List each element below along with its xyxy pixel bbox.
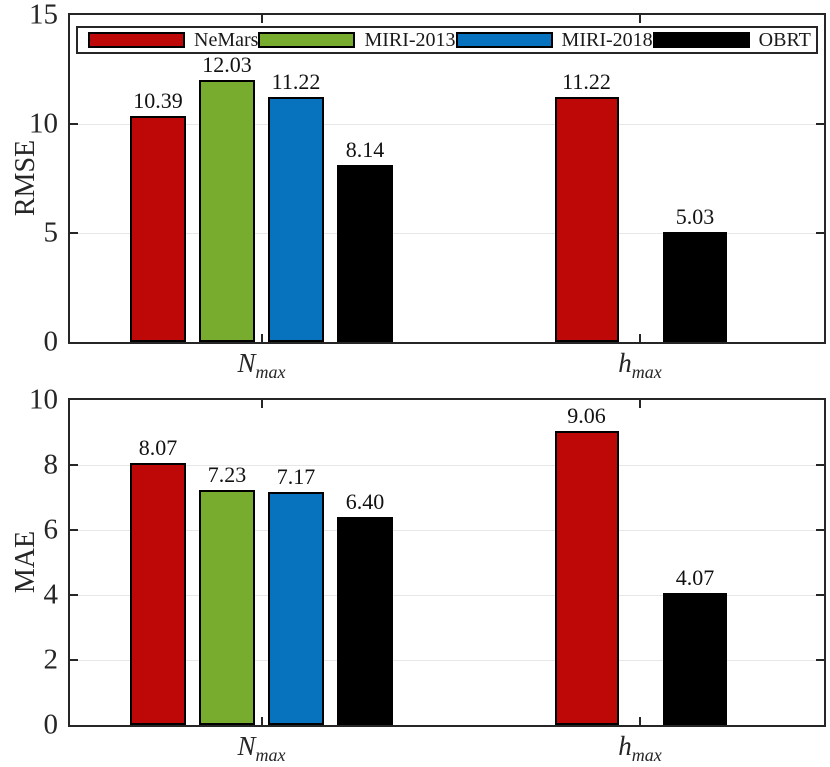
bar-nemars-hmax [554, 97, 619, 342]
legend-label: OBRT [758, 29, 811, 51]
legend-item-miri-2013: MIRI-2013 [258, 29, 456, 51]
category-base: N [237, 731, 256, 761]
y-tick-label-5: 5 [43, 216, 59, 249]
bar-value-label: 9.06 [567, 402, 606, 428]
gridline-y6 [70, 529, 824, 531]
y-tick-label-10: 10 [29, 107, 58, 140]
x-tick-mark-hmax [639, 334, 641, 342]
bar-obrt-hmax [663, 592, 727, 725]
bar-value-label: 12.03 [202, 51, 252, 77]
category-subscript: max [255, 362, 286, 382]
legend: NeMars MIRI-2013 MIRI-2018 OBRT [76, 26, 818, 54]
bar-miri-2013-nmax [199, 490, 255, 725]
y-tick-label-0: 0 [43, 708, 59, 741]
bar-value-label: 5.03 [675, 204, 715, 230]
x-tick-mark-Nmax [260, 717, 263, 725]
bar-value-label: 8.14 [345, 136, 385, 162]
x-tick-mark-hmax [639, 15, 641, 23]
mae-plot-area: 8.07 7.23 7.17 6.40 9.06 4.07 [68, 398, 826, 727]
y-tick-mark-10 [70, 123, 78, 125]
legend-label: MIRI-2018 [561, 29, 653, 51]
x-category-label-h-max: hmax [618, 731, 662, 765]
y-tick-label-6: 6 [43, 513, 59, 546]
bar-value-label: 8.07 [138, 434, 178, 460]
y-tick-mark-6 [816, 529, 824, 531]
y-tick-label-0: 0 [43, 325, 59, 358]
bar-value-label: 7.23 [207, 462, 247, 488]
bar-value-label: 11.22 [562, 69, 611, 95]
y-tick-mark-2 [816, 659, 824, 661]
legend-label: NeMars [194, 29, 259, 51]
x-tick-mark-hmax [639, 400, 641, 408]
y-axis-label-rmse: RMSE [10, 139, 41, 217]
y-tick-mark-5 [816, 232, 824, 234]
bar-obrt-hmax [663, 232, 727, 342]
bar-value-label: 6.40 [345, 489, 385, 514]
y-tick-label-8: 8 [43, 448, 59, 481]
bar-value-label: 7.17 [276, 463, 316, 489]
bar-value-label: 10.39 [133, 87, 183, 113]
bar-nemars-nmax [130, 115, 186, 342]
y-tick-label-10: 10 [29, 383, 58, 416]
legend-item-nemars: NeMars [88, 30, 258, 50]
legend-swatch-nemars [88, 32, 185, 48]
bar-obrt-nmax [337, 517, 393, 725]
y-tick-mark-6 [70, 529, 78, 531]
bar-miri-2018-nmax [268, 491, 324, 725]
bar-obrt-nmax [337, 164, 393, 342]
y-tick-label-4: 4 [43, 578, 59, 611]
category-subscript: max [631, 362, 662, 382]
x-tick-mark-hmax [639, 717, 641, 725]
bar-nemars-nmax [130, 462, 186, 725]
bar-value-label: 11.22 [271, 69, 321, 95]
gridline-y2 [70, 659, 824, 661]
gridline-y5 [70, 232, 824, 234]
gridline-y10 [70, 123, 824, 125]
legend-swatch-obrt [652, 32, 750, 48]
bar-nemars-hmax [554, 430, 619, 725]
gridline-y8 [70, 464, 824, 466]
x-category-label-n-max: Nmax [237, 348, 286, 382]
x-tick-mark-Nmax [260, 400, 263, 408]
category-base: h [618, 731, 632, 761]
y-tick-mark-2 [70, 659, 78, 661]
category-base: N [237, 348, 256, 378]
rmse-plot-area: 10.39 12.03 11.22 8.14 11.22 5.03 NeMars MIRI-2… [68, 13, 826, 344]
y-tick-mark-8 [816, 464, 824, 466]
y-tick-mark-10 [816, 123, 824, 125]
bar-value-label: 4.07 [675, 564, 715, 590]
legend-item-miri-2018: MIRI-2018 [455, 29, 653, 51]
gridline-y4 [70, 594, 824, 596]
x-tick-mark-Nmax [260, 15, 263, 23]
legend-swatch-miri-2018 [455, 32, 553, 48]
y-tick-label-15: 15 [29, 0, 58, 31]
legend-label: MIRI-2013 [364, 29, 456, 51]
legend-item-obrt: OBRT [652, 29, 811, 51]
y-tick-mark-8 [70, 464, 78, 466]
y-tick-mark-5 [70, 232, 78, 234]
y-tick-label-2: 2 [43, 643, 59, 676]
bar-miri-2013-nmax [199, 79, 255, 342]
legend-swatch-miri-2013 [258, 32, 356, 48]
category-subscript: max [255, 745, 286, 765]
y-tick-mark-4 [816, 594, 824, 596]
x-category-label-n-max: Nmax [237, 731, 286, 765]
bar-miri-2018-nmax [268, 97, 324, 342]
category-subscript: max [631, 745, 662, 765]
x-category-label-h-max: hmax [618, 348, 662, 382]
x-tick-mark-Nmax [260, 334, 263, 342]
y-tick-mark-4 [70, 594, 78, 596]
category-base: h [618, 348, 632, 378]
